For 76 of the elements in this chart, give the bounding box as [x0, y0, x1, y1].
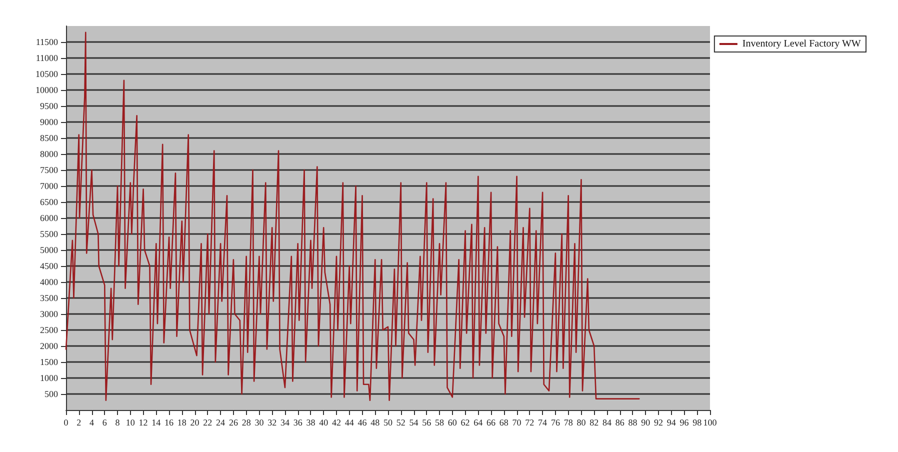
y-tick-label: 10000	[36, 85, 58, 95]
y-tick-label: 5000	[40, 245, 58, 255]
x-tick-label: 96	[680, 418, 690, 428]
x-tick-label: 2	[76, 418, 82, 428]
y-tick-label: 4000	[40, 277, 58, 287]
y-tick-label: 5500	[40, 229, 58, 239]
y-tick-label: 9500	[40, 101, 58, 111]
x-tick-label: 4	[90, 418, 95, 428]
x-tick-label: 50	[384, 418, 393, 428]
y-tick-label: 2000	[40, 341, 58, 351]
y-tick-label: 9000	[40, 117, 58, 127]
x-tick-label: 36	[293, 418, 303, 428]
x-tick-label: 28	[242, 418, 252, 428]
x-tick-label: 24	[216, 418, 226, 428]
x-tick-label: 8	[115, 418, 120, 428]
x-tick-label: 14	[152, 418, 162, 428]
x-tick-label: 68	[499, 418, 509, 428]
x-tick-label: 84	[602, 418, 612, 428]
x-tick-label: 10	[126, 418, 136, 428]
x-tick-label: 34	[280, 418, 290, 428]
y-tick-label: 11000	[36, 53, 58, 63]
y-tick-label: 7500	[40, 165, 58, 175]
y-tick-label: 11500	[36, 37, 58, 47]
x-tick-label: 20	[190, 418, 200, 428]
x-tick-label: 76	[550, 418, 560, 428]
x-tick-label: 48	[370, 418, 380, 428]
y-tick-label: 10500	[36, 69, 58, 79]
y-tick-label: 3500	[40, 293, 58, 303]
y-tick-label: 500	[44, 389, 58, 399]
x-tick-label: 90	[641, 418, 651, 428]
y-tick-label: 3000	[40, 309, 58, 319]
y-tick-label: 2500	[40, 325, 58, 335]
x-tick-label: 92	[654, 418, 663, 428]
x-tick-label: 88	[628, 418, 638, 428]
line-series	[65, 32, 640, 402]
x-tick-label: 86	[615, 418, 625, 428]
x-tick-label: 82	[590, 418, 599, 428]
x-tick-label: 74	[538, 418, 548, 428]
x-tick-label: 80	[576, 418, 586, 428]
legend-label: Inventory Level Factory WW	[742, 38, 862, 50]
x-tick-label: 94	[666, 418, 676, 428]
x-tick-label: 12	[138, 418, 148, 428]
x-tick-label: 18	[177, 418, 187, 428]
x-tick-label: 98	[692, 418, 702, 428]
x-tick-label: 0	[64, 418, 69, 428]
x-tick-label: 16	[164, 418, 174, 428]
x-tick-label: 62	[460, 418, 470, 428]
y-tick-label: 4500	[40, 261, 58, 271]
x-tick-label: 64	[474, 418, 484, 428]
x-tick-label: 70	[512, 418, 522, 428]
y-tick-label: 6000	[40, 213, 58, 223]
x-tick-label: 100	[703, 418, 718, 428]
x-tick-label: 40	[319, 418, 329, 428]
x-tick-label: 42	[332, 418, 341, 428]
x-tick-label: 38	[306, 418, 316, 428]
x-tick-label: 54	[409, 418, 419, 428]
x-tick-label: 60	[448, 418, 458, 428]
y-tick-label: 1500	[40, 357, 58, 367]
y-tick-label: 8500	[40, 133, 58, 143]
x-tick-label: 26	[228, 418, 238, 428]
x-tick-label: 46	[358, 418, 368, 428]
y-tick-label: 7000	[40, 181, 58, 191]
y-tick-label: 1000	[40, 373, 58, 383]
x-tick-label: 52	[396, 418, 406, 428]
x-tick-label: 22	[203, 418, 212, 428]
x-tick-label: 44	[344, 418, 354, 428]
x-tick-label: 58	[435, 418, 445, 428]
x-tick-label: 32	[268, 418, 277, 428]
x-tick-label: 56	[422, 418, 432, 428]
x-tick-label: 78	[564, 418, 574, 428]
x-tick-label: 6	[102, 418, 108, 428]
x-tick-label: 72	[525, 418, 534, 428]
y-tick-label: 6500	[40, 197, 58, 207]
x-tick-label: 30	[254, 418, 264, 428]
x-tick-label: 66	[486, 418, 496, 428]
y-tick-label: 8000	[40, 149, 58, 159]
